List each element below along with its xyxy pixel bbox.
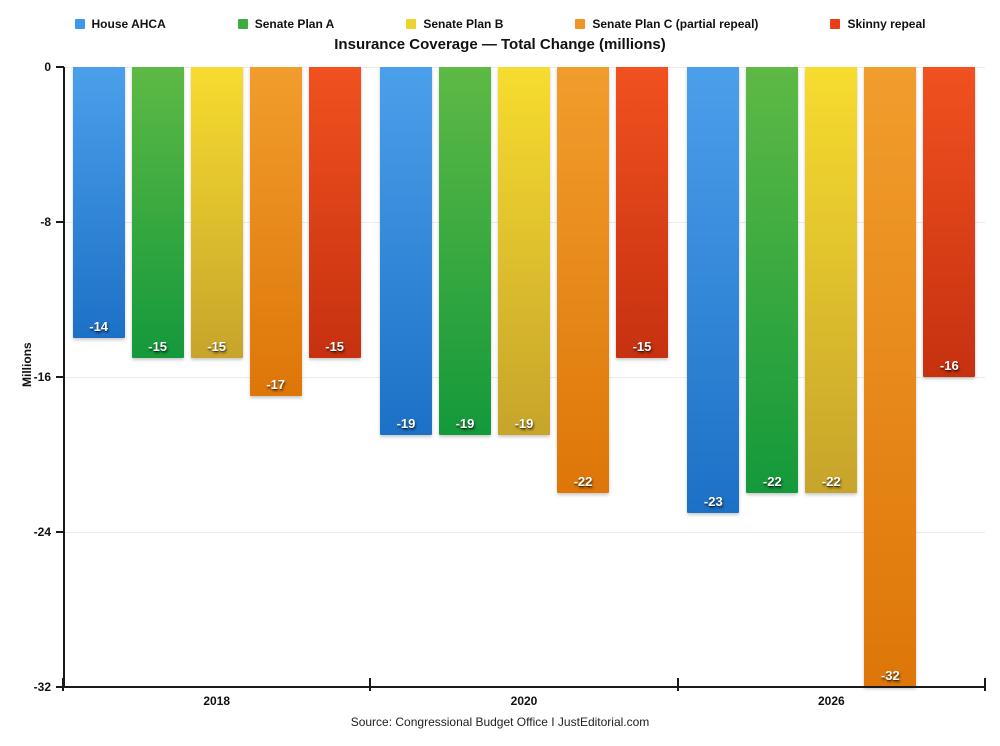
source-note: Source: Congressional Budget Office I Ju…: [350, 715, 650, 729]
legend-label: Senate Plan B: [423, 17, 504, 31]
legend-label: Senate Plan A: [254, 17, 335, 31]
bar-value-label: -19: [514, 416, 534, 432]
bar: -22: [805, 67, 858, 494]
plot-area: 0 -8 -16 -24 -32 Millions -14 -15 -15 -17 -15 -19…: [20, 60, 986, 694]
bar-value-label: -19: [396, 416, 416, 432]
x-tick-mark: [676, 678, 679, 691]
y-axis-line: [63, 67, 65, 688]
y-tick-label: -8: [40, 215, 51, 229]
legend-item: Skinny repeal: [830, 17, 925, 31]
bar: -22: [556, 67, 609, 494]
y-tick-mark: [56, 531, 64, 533]
bar-value-label: -22: [762, 474, 782, 490]
bar-value-label: -32: [880, 668, 900, 683]
y-tick-mark: [56, 376, 64, 378]
bar: -15: [308, 67, 361, 358]
y-tick-label: -32: [33, 680, 51, 694]
x-tick-label: 2026: [817, 694, 845, 708]
legend-label: House AHCA: [91, 17, 166, 31]
bar: -19: [497, 67, 550, 436]
bar: -15: [131, 67, 184, 358]
x-tick-mark: [984, 678, 986, 691]
bar-group: -14 -15 -15 -17 -15: [63, 67, 370, 687]
bar-group: -23 -22 -22 -32 -16: [678, 67, 985, 687]
bar: -19: [438, 67, 491, 436]
bar-value-label: -16: [939, 358, 959, 373]
legend-item: Senate Plan C (partial repeal): [575, 17, 758, 31]
y-tick-label: -16: [33, 370, 51, 384]
legend-item: Senate Plan B: [406, 17, 503, 31]
legend-swatch-icon: [830, 19, 841, 29]
bar-groups: -14 -15 -15 -17 -15 -19 -19 -19 -22 -15 -23 -22 -22-…: [63, 67, 985, 687]
gridline: [63, 532, 985, 533]
bar-value-label: -15: [148, 338, 168, 354]
y-tick-mark: [56, 686, 64, 688]
x-axis-line: [63, 686, 985, 688]
legend-label: Senate Plan C (partial repeal): [592, 17, 759, 31]
bar: -22: [746, 67, 799, 494]
y-axis-title: Millions: [20, 342, 34, 387]
bar: -15: [615, 67, 668, 358]
bar: -16: [923, 67, 976, 377]
x-tick-mark: [369, 678, 372, 691]
bar: -32: [864, 67, 917, 687]
bar: -15: [190, 67, 243, 358]
bar-group: -19 -19 -19 -22 -15: [370, 67, 677, 687]
x-tick-label: 2018: [203, 694, 231, 708]
bar-value-label: -14: [89, 319, 109, 335]
y-tick-label: 0: [44, 60, 51, 74]
x-tick-label: 2020: [510, 694, 538, 708]
bar: -23: [687, 67, 740, 513]
bar: -17: [249, 67, 302, 397]
legend-swatch-icon: [406, 19, 417, 29]
legend-swatch-icon: [74, 19, 85, 29]
bar-value-label: -22: [821, 474, 841, 490]
bar-value-label: -23: [703, 493, 723, 509]
legend: House AHCA Senate Plan A Senate Plan B Sena…: [0, 17, 1000, 31]
y-tick-mark: [56, 66, 64, 68]
chart-title: Insurance Coverage — Total Change (milli…: [334, 36, 666, 53]
y-tick-mark: [56, 221, 64, 223]
legend-swatch-icon: [575, 19, 586, 29]
legend-label: Skinny repeal: [847, 17, 926, 31]
legend-swatch-icon: [237, 19, 248, 29]
x-tick-labels: 2018 2020 2026: [63, 694, 985, 708]
x-tick-mark: [62, 678, 64, 691]
bar: -19: [379, 67, 432, 436]
legend-item: House AHCA: [74, 17, 166, 31]
bar-value-label: -17: [266, 377, 286, 393]
bar-value-label: -15: [632, 338, 652, 354]
bar-value-label: -19: [455, 416, 475, 432]
bar: -14: [72, 67, 125, 339]
bar-value-label: -15: [207, 338, 227, 354]
bar-value-label: -22: [573, 474, 593, 490]
y-tick-label: -24: [33, 525, 51, 539]
legend-item: Senate Plan A: [237, 17, 335, 31]
bar-value-label: -15: [325, 338, 345, 354]
